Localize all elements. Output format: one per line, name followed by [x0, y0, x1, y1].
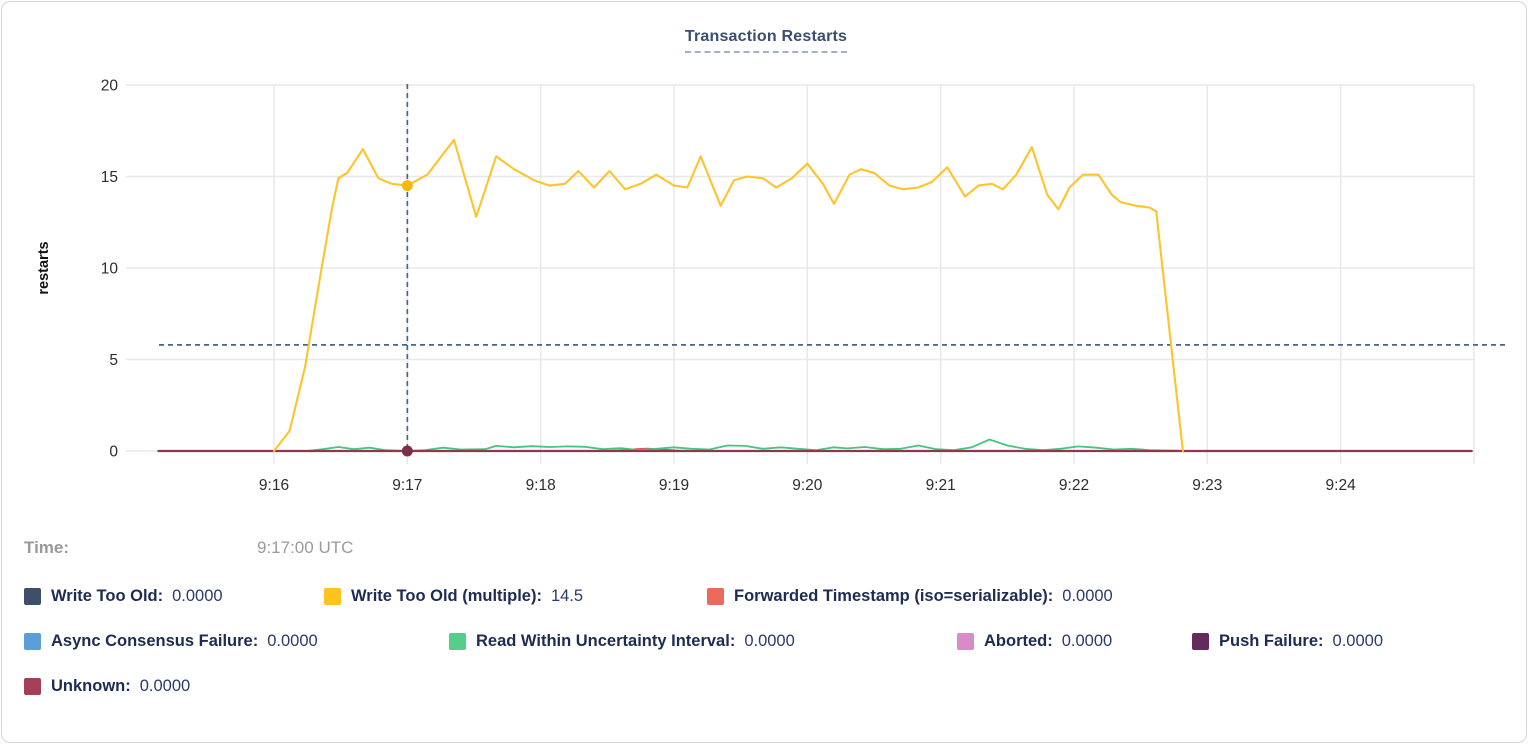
legend-row: Write Too Old: 0.0000 Write Too Old (multi… — [24, 587, 1516, 605]
x-tick-label: 9:18 — [526, 477, 556, 494]
x-tick-label: 9:16 — [259, 477, 289, 494]
time-label: Time: — [24, 538, 70, 557]
chart-title-wrap: Transaction Restarts — [2, 28, 1528, 53]
legend-value: 0.0000 — [139, 676, 191, 695]
y-tick-label: 10 — [101, 261, 119, 278]
legend-value: 0.0000 — [172, 586, 223, 605]
chart-legend: Write Too Old: 0.0000 Write Too Old (multi… — [24, 587, 1516, 722]
series-line-read-within-uncertainty-interval — [157, 438, 1198, 452]
legend-value: 0.0000 — [1061, 631, 1113, 650]
series-color-swatch-aborted — [957, 632, 974, 650]
x-tick-label: 9:21 — [926, 477, 956, 494]
x-tick-label: 9:24 — [1326, 477, 1357, 494]
legend-value: 0.0000 — [267, 631, 318, 650]
legend-item-push-failure: Push Failure: 0.0000 — [1192, 632, 1383, 651]
series-color-swatch-read-within-uncertainty-interval — [449, 632, 466, 650]
time-value: 9:17:00 UTC — [257, 538, 354, 557]
legend-label: Async Consensus Failure: — [51, 631, 259, 650]
legend-row: Async Consensus Failure: 0.0000 Read Withi… — [24, 632, 1516, 650]
legend-item-forwarded-timestamp-iso-serializable: Forwarded Timestamp (iso=serializable): 0… — [707, 587, 1113, 606]
legend-item-async-consensus-failure: Async Consensus Failure: 0.0000 — [24, 632, 449, 651]
legend-label: Read Within Uncertainty Interval: — [476, 631, 736, 650]
legend-value: 14.5 — [550, 586, 584, 605]
legend-value: 0.0000 — [1332, 631, 1383, 650]
y-tick-label: 5 — [109, 352, 118, 369]
legend-item-write-too-old: Write Too Old: 0.0000 — [24, 587, 324, 606]
series-color-swatch-write-too-old-multiple — [324, 587, 341, 605]
legend-label: Push Failure: — [1219, 631, 1324, 650]
series-color-swatch-unknown — [24, 677, 41, 695]
x-tick-label: 9:22 — [1059, 477, 1089, 494]
legend-item-read-within-uncertainty-interval: Read Within Uncertainty Interval: 0.0000 — [449, 632, 957, 651]
series-color-swatch-async-consensus-failure — [24, 632, 41, 650]
legend-item-write-too-old-multiple: Write Too Old (multiple): 14.5 — [324, 587, 707, 606]
legend-value: 0.0000 — [744, 631, 795, 650]
y-tick-label: 0 — [109, 444, 118, 461]
legend-item-aborted: Aborted: 0.0000 — [957, 632, 1192, 651]
hover-time-row: Time: 9:17:00 UTC — [24, 538, 353, 558]
legend-value: 0.0000 — [1062, 586, 1113, 605]
series-color-swatch-push-failure — [1192, 632, 1209, 650]
transaction-restarts-chart[interactable]: 0 5 10 15 20 9:16 9:17 9:18 9:19 9:20 9:21 9:22 9:23… — [2, 2, 1528, 524]
legend-label: Aborted: — [984, 631, 1053, 650]
legend-label: Write Too Old (multiple): — [351, 586, 542, 605]
hover-dot-write-too-old-multiple- — [401, 180, 413, 192]
y-axis-label: restarts — [36, 241, 52, 294]
x-tick-label: 9:19 — [659, 477, 689, 494]
x-tick-label: 9:17 — [392, 477, 422, 494]
legend-item-unknown: Unknown: 0.0000 — [24, 677, 190, 696]
hover-dot-unknown — [401, 445, 413, 457]
x-tick-label: 9:23 — [1192, 477, 1222, 494]
legend-label: Write Too Old: — [51, 586, 164, 605]
series-color-swatch-write-too-old — [24, 587, 41, 605]
chart-title[interactable]: Transaction Restarts — [684, 28, 848, 53]
legend-label: Unknown: — [51, 676, 131, 695]
y-tick-label: 20 — [101, 78, 119, 95]
legend-row: Unknown: 0.0000 — [24, 677, 1516, 695]
y-tick-label: 15 — [101, 169, 118, 186]
series-color-swatch-forwarded-timestamp-iso-serializable — [707, 587, 724, 605]
legend-label: Forwarded Timestamp (iso=serializable): — [734, 586, 1054, 605]
x-tick-label: 9:20 — [792, 477, 823, 494]
